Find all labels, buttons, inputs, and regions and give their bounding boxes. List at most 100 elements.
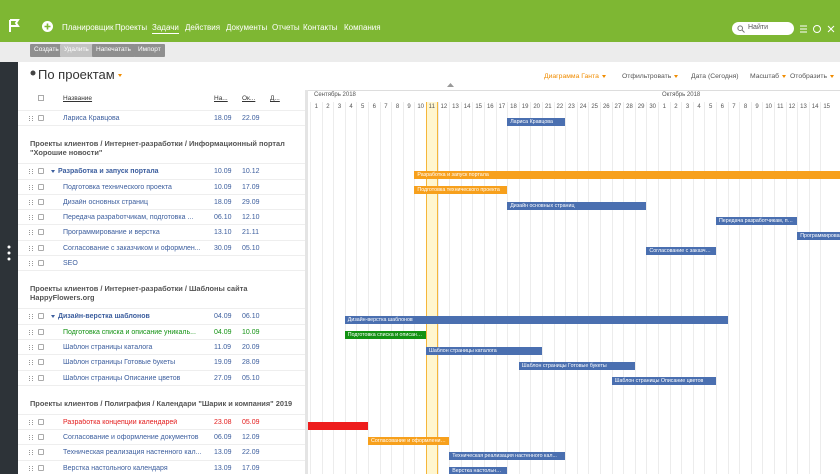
scroll-up[interactable] bbox=[447, 82, 454, 87]
task-name[interactable]: Разработка и запуск портала bbox=[58, 168, 159, 176]
select-all[interactable] bbox=[38, 95, 44, 101]
drag-handle[interactable] bbox=[29, 344, 33, 350]
row-checkbox[interactable] bbox=[38, 343, 44, 350]
drag-handle[interactable] bbox=[29, 184, 33, 190]
splitter[interactable] bbox=[305, 90, 308, 474]
nav-item[interactable]: Планировщик bbox=[62, 23, 114, 32]
column-header[interactable]: На... bbox=[214, 95, 228, 102]
drag-handle[interactable] bbox=[29, 450, 33, 456]
row-checkbox[interactable] bbox=[38, 229, 44, 236]
row-checkbox[interactable] bbox=[38, 214, 44, 221]
drag-handle[interactable] bbox=[29, 360, 33, 366]
drag-handle[interactable] bbox=[29, 116, 33, 121]
task-name[interactable]: Дизайн-верстка шаблонов bbox=[58, 313, 150, 321]
drag-handle[interactable] bbox=[29, 465, 33, 471]
gantt-bar[interactable]: Подготовка списка и описание уникаль... bbox=[344, 331, 426, 340]
column-header[interactable]: Д... bbox=[270, 95, 280, 102]
drag-handle[interactable] bbox=[29, 261, 33, 267]
gantt-bar[interactable]: Разработка и запуск портала bbox=[414, 170, 840, 179]
task-name[interactable]: Передача разработчикам, подготовка ... bbox=[63, 214, 194, 222]
gantt-bar[interactable]: Верстка настольного календаря bbox=[449, 467, 508, 474]
drag-handle[interactable] bbox=[29, 419, 33, 425]
nav-item[interactable]: Отчеты bbox=[272, 23, 300, 32]
view-control[interactable]: Масштаб bbox=[750, 73, 786, 80]
row-checkbox[interactable] bbox=[38, 198, 44, 205]
nav-item[interactable]: Контакты bbox=[303, 23, 338, 32]
task-row: Программирование и верстка 13.10 21.11 bbox=[18, 224, 305, 239]
collapse-toggle[interactable] bbox=[51, 315, 55, 319]
nav-item[interactable]: Действия bbox=[185, 23, 221, 32]
task-name[interactable]: Согласование и оформление документов bbox=[63, 434, 199, 442]
add-button[interactable] bbox=[42, 21, 53, 32]
nav-item[interactable]: Компания bbox=[344, 23, 381, 32]
row-checkbox[interactable] bbox=[38, 434, 44, 441]
drag-handle[interactable] bbox=[29, 435, 33, 441]
gantt-bar[interactable]: Лариса Кравцова bbox=[507, 117, 566, 126]
nav-icons[interactable] bbox=[800, 24, 836, 34]
row-checkbox[interactable] bbox=[38, 374, 44, 381]
gantt-bar[interactable]: Шаблон страницы каталога bbox=[426, 346, 542, 355]
task-name[interactable]: Разработка концепции календарей bbox=[63, 418, 178, 426]
task-name[interactable]: Шаблон страницы Описание цветов bbox=[63, 374, 181, 382]
row-checkbox[interactable] bbox=[38, 328, 44, 335]
drag-handle[interactable] bbox=[29, 245, 33, 251]
gantt-bar[interactable]: Техническая реализация настенного кал... bbox=[449, 452, 566, 461]
row-checkbox[interactable] bbox=[38, 244, 44, 251]
view-control[interactable]: Отобразить bbox=[790, 73, 834, 80]
nav-item[interactable]: Задачи bbox=[152, 23, 179, 34]
drag-handle[interactable] bbox=[29, 329, 33, 335]
gantt-bar[interactable]: Шаблон страницы Готовые букеты bbox=[518, 361, 635, 370]
view-title[interactable]: По проектам bbox=[38, 67, 122, 82]
column-header[interactable]: Название bbox=[63, 95, 93, 102]
column-header[interactable]: Ок... bbox=[242, 95, 256, 102]
row-checkbox[interactable] bbox=[38, 359, 44, 366]
row-checkbox[interactable] bbox=[38, 449, 44, 456]
task-name[interactable]: Лариса Кравцова bbox=[63, 115, 120, 122]
task-name[interactable]: Шаблон страницы Готовые букеты bbox=[63, 359, 176, 367]
task-name[interactable]: Подготовка списка и описание уникаль... bbox=[63, 328, 196, 336]
toolbar-button[interactable]: Создать bbox=[30, 44, 63, 57]
task-name[interactable]: Согласование с заказчиком и оформлен... bbox=[63, 244, 201, 252]
gantt-bar[interactable]: Согласование и оформление документов bbox=[368, 436, 450, 445]
task-name[interactable]: Техническая реализация настенного кал... bbox=[63, 449, 202, 457]
toolbar-button[interactable]: Импорт bbox=[134, 44, 165, 57]
gantt-bar[interactable]: Программирование и верстка bbox=[797, 232, 840, 241]
search-box[interactable]: Найти bbox=[732, 22, 794, 35]
row-checkbox[interactable] bbox=[38, 115, 44, 121]
row-checkbox[interactable] bbox=[38, 464, 44, 471]
gantt-bar[interactable]: Дизайн основных страниц bbox=[507, 201, 647, 210]
task-name[interactable]: Подготовка технического проекта bbox=[63, 183, 172, 191]
task-name[interactable]: Дизайн основных страниц bbox=[63, 198, 148, 206]
gantt-bar[interactable]: Разработка концепции календарей bbox=[308, 421, 368, 430]
task-name[interactable]: Верстка настольного календаря bbox=[63, 464, 168, 472]
row-checkbox[interactable] bbox=[38, 313, 44, 320]
nav-item[interactable]: Документы bbox=[226, 23, 268, 32]
toolbar-button[interactable]: Напечатать bbox=[92, 44, 135, 57]
day-column: 8 bbox=[739, 102, 751, 474]
collapse-toggle[interactable] bbox=[51, 170, 55, 174]
gantt-bar[interactable]: Дизайн-верстка шаблонов bbox=[344, 316, 728, 325]
view-control[interactable]: Дата (Сегодня) bbox=[691, 73, 739, 80]
sidebar-handle[interactable] bbox=[7, 245, 11, 261]
gantt-bar[interactable]: Шаблон страницы Описание цветов bbox=[611, 377, 716, 386]
gantt-bar[interactable]: Подготовка технического проекта bbox=[414, 186, 508, 195]
row-checkbox[interactable] bbox=[38, 418, 44, 425]
drag-handle[interactable] bbox=[29, 215, 33, 221]
gantt-bar[interactable]: Передача разработчикам, подготовка ... bbox=[716, 216, 798, 225]
gantt-bar[interactable]: Согласование с заказчиком и оформлен... bbox=[646, 247, 716, 256]
task-name[interactable]: Шаблон страницы каталога bbox=[63, 343, 153, 351]
day-column: 20 bbox=[530, 102, 542, 474]
task-name[interactable]: SEO bbox=[63, 260, 78, 268]
drag-handle[interactable] bbox=[29, 199, 33, 205]
drag-handle[interactable] bbox=[29, 314, 33, 320]
task-name[interactable]: Программирование и верстка bbox=[63, 229, 160, 237]
drag-handle[interactable] bbox=[29, 230, 33, 236]
drag-handle[interactable] bbox=[29, 169, 33, 175]
view-control[interactable]: Диаграмма Ганта bbox=[544, 73, 606, 80]
row-checkbox[interactable] bbox=[38, 260, 44, 267]
row-checkbox[interactable] bbox=[38, 168, 44, 175]
drag-handle[interactable] bbox=[29, 375, 33, 381]
view-control[interactable]: Отфильтровать bbox=[622, 73, 678, 80]
row-checkbox[interactable] bbox=[38, 183, 44, 190]
nav-item[interactable]: Проекты bbox=[115, 23, 148, 32]
